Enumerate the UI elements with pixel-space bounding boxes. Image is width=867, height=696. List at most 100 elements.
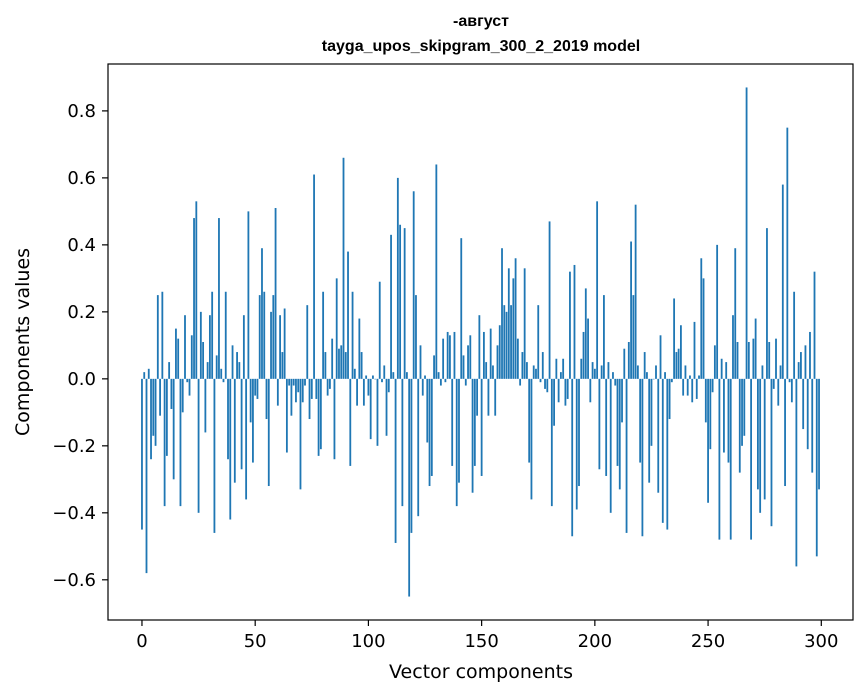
bar: [772, 378, 775, 389]
bar: [530, 378, 533, 500]
bar: [743, 378, 746, 436]
x-tick-label: 250: [691, 631, 725, 652]
bar: [263, 291, 266, 379]
bar: [161, 291, 164, 379]
bar: [403, 228, 406, 379]
bar: [256, 378, 259, 399]
bar: [202, 342, 205, 379]
bar: [392, 372, 395, 379]
bar: [276, 378, 279, 406]
bar: [199, 311, 202, 379]
bar: [245, 378, 248, 500]
bar: [664, 372, 666, 379]
bar: [292, 378, 295, 386]
bar: [473, 378, 476, 466]
bar: [396, 177, 399, 379]
x-tick-label: 100: [351, 631, 385, 652]
bar: [546, 378, 549, 393]
bar: [446, 331, 449, 379]
bar: [614, 378, 617, 386]
bar: [254, 378, 257, 396]
bar: [501, 248, 503, 379]
bar: [630, 241, 632, 379]
bar: [738, 378, 741, 473]
bar: [514, 258, 517, 379]
bar: [213, 378, 216, 533]
bar: [365, 375, 368, 379]
bar: [279, 315, 281, 379]
bar: [381, 378, 383, 383]
bar: [231, 345, 234, 379]
bar: [424, 375, 426, 379]
bar: [220, 368, 223, 379]
bar: [299, 378, 302, 490]
bar: [800, 352, 802, 379]
bar: [319, 378, 322, 450]
x-axis-label: Vector components: [389, 661, 573, 683]
bar: [288, 378, 291, 386]
bar: [430, 378, 433, 476]
bar: [618, 378, 621, 490]
bar: [736, 342, 739, 379]
bar: [752, 338, 755, 379]
bar: [385, 378, 388, 436]
bar: [693, 321, 696, 379]
bar: [467, 345, 469, 379]
bar: [498, 325, 501, 379]
bar: [521, 352, 524, 379]
bar: [315, 378, 318, 399]
x-tick-label: 200: [578, 631, 612, 652]
bar: [725, 362, 728, 379]
bar: [270, 311, 272, 379]
bar: [433, 355, 435, 379]
bar: [745, 87, 748, 379]
bar: [612, 372, 614, 379]
bar: [469, 335, 472, 379]
bar: [575, 378, 578, 510]
bar: [666, 378, 669, 530]
bar: [444, 378, 447, 383]
bar: [732, 315, 734, 379]
bar: [439, 378, 442, 386]
bar: [689, 375, 691, 379]
bar: [222, 378, 225, 383]
bar: [698, 375, 700, 379]
bar: [329, 378, 331, 389]
bar: [177, 338, 180, 379]
bar: [281, 352, 284, 379]
bar: [797, 362, 800, 379]
bar: [415, 295, 417, 379]
bar: [512, 278, 515, 379]
bar: [295, 378, 297, 403]
bar: [766, 228, 768, 379]
bar: [809, 331, 811, 379]
bar: [351, 291, 354, 379]
bar: [338, 348, 340, 379]
bar: [358, 318, 361, 379]
bar: [609, 378, 612, 513]
bar: [652, 378, 655, 380]
bar: [435, 164, 438, 379]
bar: [691, 378, 694, 403]
bar: [494, 378, 497, 416]
bar: [349, 378, 352, 466]
bar: [806, 378, 809, 450]
bar: [750, 378, 752, 540]
bar: [541, 352, 544, 379]
bar: [150, 378, 152, 460]
bar: [729, 378, 732, 540]
bar: [607, 362, 610, 379]
bar: [802, 378, 805, 430]
bar: [661, 378, 664, 523]
bar: [566, 378, 569, 399]
bar: [603, 295, 605, 379]
bar: [412, 191, 415, 379]
bar: [141, 378, 143, 530]
bar: [555, 358, 558, 379]
bar: [532, 365, 535, 379]
bar: [258, 295, 261, 379]
bar: [591, 362, 594, 379]
bar: [417, 378, 420, 517]
bar: [503, 305, 506, 379]
bar: [290, 378, 293, 416]
